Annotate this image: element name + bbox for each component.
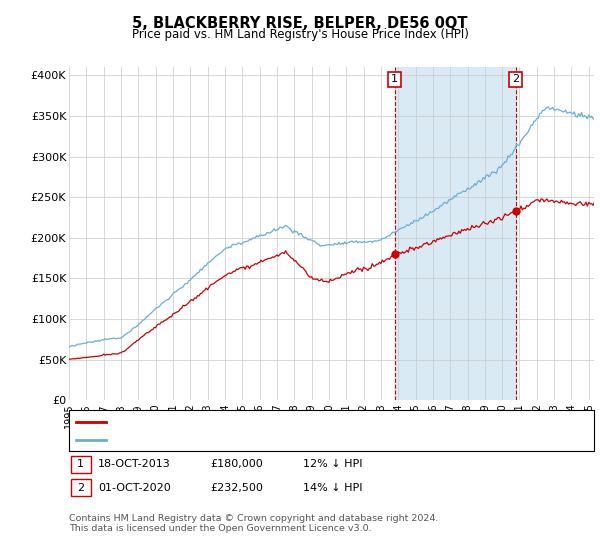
- Text: 1: 1: [391, 74, 398, 85]
- Text: 18-OCT-2013: 18-OCT-2013: [98, 459, 170, 469]
- Text: £232,500: £232,500: [210, 483, 263, 493]
- Text: 5, BLACKBERRY RISE, BELPER, DE56 0QT: 5, BLACKBERRY RISE, BELPER, DE56 0QT: [132, 16, 468, 31]
- Text: 12% ↓ HPI: 12% ↓ HPI: [303, 459, 362, 469]
- Text: Contains HM Land Registry data © Crown copyright and database right 2024.
This d: Contains HM Land Registry data © Crown c…: [69, 514, 439, 534]
- Text: HPI: Average price, detached house, Amber Valley: HPI: Average price, detached house, Ambe…: [112, 435, 387, 445]
- Text: 14% ↓ HPI: 14% ↓ HPI: [303, 483, 362, 493]
- Text: 2: 2: [512, 74, 519, 85]
- Text: 1: 1: [77, 459, 84, 469]
- Text: 2: 2: [77, 483, 84, 493]
- Text: Price paid vs. HM Land Registry's House Price Index (HPI): Price paid vs. HM Land Registry's House …: [131, 28, 469, 41]
- Text: £180,000: £180,000: [210, 459, 263, 469]
- Text: 5, BLACKBERRY RISE, BELPER, DE56 0QT (detached house): 5, BLACKBERRY RISE, BELPER, DE56 0QT (de…: [112, 417, 436, 427]
- Bar: [395, 67, 515, 400]
- Text: 01-OCT-2020: 01-OCT-2020: [98, 483, 170, 493]
